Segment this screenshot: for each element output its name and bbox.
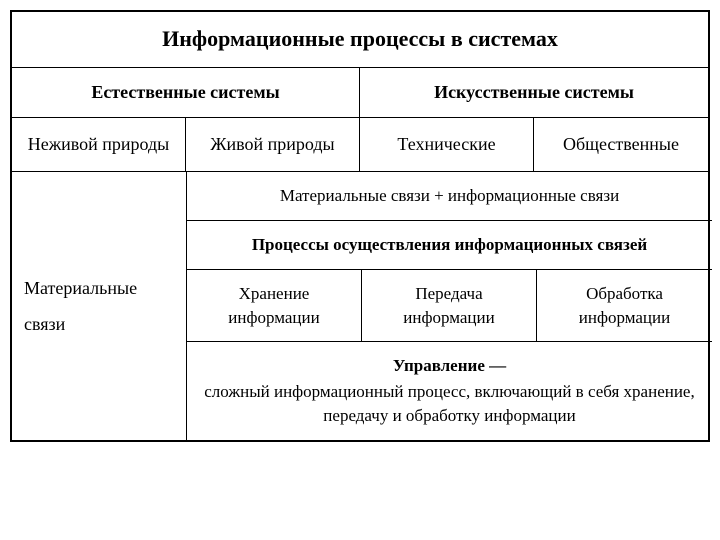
- process-types-row: Хранение информации Передача информации …: [187, 270, 712, 343]
- material-links-label: Материальные связи: [24, 270, 174, 342]
- info-link-processes-cell: Процессы осуществления информационных св…: [187, 221, 712, 269]
- living-nature-cell: Живой природы: [186, 118, 360, 171]
- artificial-systems-header: Искусственные системы: [360, 68, 708, 117]
- management-row: Управление — сложный информационный проц…: [187, 342, 712, 439]
- right-stack: Материальные связи + информационные связ…: [187, 172, 712, 440]
- processes-row: Процессы осуществления информационных св…: [187, 221, 712, 270]
- processing-cell: Обработка информации: [537, 270, 712, 342]
- storage-cell: Хранение информации: [187, 270, 362, 342]
- management-cell: Управление — сложный информационный проц…: [187, 342, 712, 439]
- management-title: Управление —: [393, 354, 506, 378]
- natural-systems-header: Естественные системы: [12, 68, 360, 117]
- transfer-cell: Передача информации: [362, 270, 537, 342]
- management-desc: сложный информационный процесс, включающ…: [195, 380, 704, 428]
- nonliving-nature-cell: Неживой природы: [12, 118, 186, 171]
- title-row: Информационные процессы в системах: [12, 12, 708, 68]
- systems-type-row: Естественные системы Искусственные систе…: [12, 68, 708, 118]
- lower-section: Материальные связи Материальные связи + …: [12, 172, 708, 440]
- technical-cell: Технические: [360, 118, 534, 171]
- social-cell: Общественные: [534, 118, 708, 171]
- diagram-table: Информационные процессы в системах Естес…: [10, 10, 710, 442]
- systems-subtype-row: Неживой природы Живой природы Технически…: [12, 118, 708, 172]
- material-links-cell: Материальные связи: [12, 172, 187, 440]
- material-info-links-cell: Материальные связи + информационные связ…: [187, 172, 712, 220]
- title-cell: Информационные процессы в системах: [12, 12, 708, 67]
- links-row: Материальные связи + информационные связ…: [187, 172, 712, 221]
